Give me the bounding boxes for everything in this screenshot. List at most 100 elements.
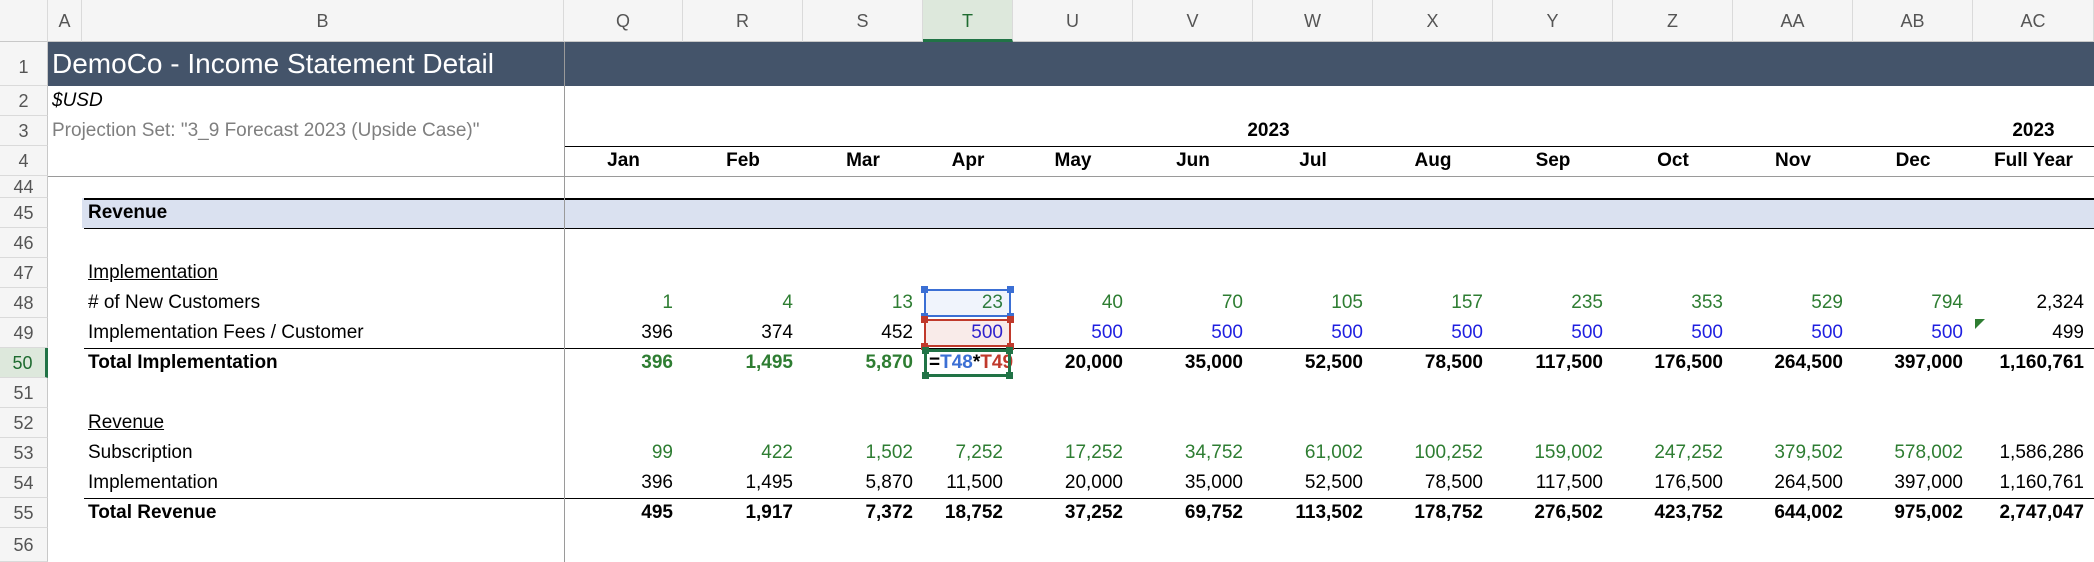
row-label-49[interactable]: Implementation Fees / Customer xyxy=(88,322,364,343)
full-year-year-header[interactable]: 2023 xyxy=(2012,120,2055,141)
value-AA48[interactable]: 529 xyxy=(1811,292,1843,313)
month-header-jul[interactable]: Jul xyxy=(1299,150,1327,171)
value-AB55[interactable]: 975,002 xyxy=(1894,502,1963,523)
value-V50[interactable]: 35,000 xyxy=(1184,352,1243,373)
value-T55[interactable]: 18,752 xyxy=(944,502,1003,523)
row-header-2[interactable]: 2 xyxy=(0,86,48,116)
value-U54[interactable]: 20,000 xyxy=(1064,472,1123,493)
row-label-50[interactable]: Total Implementation xyxy=(88,352,278,373)
value-S50[interactable]: 5,870 xyxy=(865,352,913,373)
report-title[interactable]: DemoCo - Income Statement Detail xyxy=(52,48,494,79)
month-header-nov[interactable]: Nov xyxy=(1775,150,1811,171)
month-header-dec[interactable]: Dec xyxy=(1895,150,1931,171)
value-AA49[interactable]: 500 xyxy=(1811,322,1843,343)
value-R54[interactable]: 1,495 xyxy=(745,472,793,493)
row-header-48[interactable]: 48 xyxy=(0,288,48,318)
value-Q53[interactable]: 99 xyxy=(651,442,673,463)
value-Z53[interactable]: 247,252 xyxy=(1654,442,1723,463)
value-AB53[interactable]: 578,002 xyxy=(1894,442,1963,463)
projection-set-label[interactable]: Projection Set: "3_9 Forecast 2023 (Upsi… xyxy=(52,120,480,141)
value-S49[interactable]: 452 xyxy=(881,322,913,343)
row-header-51[interactable]: 51 xyxy=(0,378,48,408)
value-X50[interactable]: 78,500 xyxy=(1424,352,1483,373)
row-header-4[interactable]: 4 xyxy=(0,146,48,176)
column-header-v[interactable]: V xyxy=(1133,0,1253,42)
full-year-header[interactable]: Full Year xyxy=(1994,150,2073,171)
value-W49[interactable]: 500 xyxy=(1331,322,1363,343)
row-header-46[interactable]: 46 xyxy=(0,228,48,258)
row-header-44[interactable]: 44 xyxy=(0,176,48,198)
value-S54[interactable]: 5,870 xyxy=(865,472,913,493)
month-header-mar[interactable]: Mar xyxy=(846,150,880,171)
value-V55[interactable]: 69,752 xyxy=(1184,502,1243,523)
row-label-54[interactable]: Implementation xyxy=(88,472,218,493)
column-header-ab[interactable]: AB xyxy=(1853,0,1973,42)
row-label-53[interactable]: Subscription xyxy=(88,442,193,463)
month-header-may[interactable]: May xyxy=(1054,150,1092,171)
row-header-53[interactable]: 53 xyxy=(0,438,48,468)
row-header-49[interactable]: 49 xyxy=(0,318,48,348)
value-U55[interactable]: 37,252 xyxy=(1064,502,1123,523)
value-Z54[interactable]: 176,500 xyxy=(1654,472,1723,493)
cell-warning-triangle[interactable] xyxy=(1975,319,1985,329)
value-Y49[interactable]: 500 xyxy=(1571,322,1603,343)
month-header-sep[interactable]: Sep xyxy=(1535,150,1571,171)
month-header-jun[interactable]: Jun xyxy=(1176,150,1210,171)
value-AB49[interactable]: 500 xyxy=(1931,322,1963,343)
row-label-48[interactable]: # of New Customers xyxy=(88,292,261,313)
value-Y50[interactable]: 117,500 xyxy=(1535,352,1603,373)
value-S48[interactable]: 13 xyxy=(891,292,913,313)
value-R55[interactable]: 1,917 xyxy=(745,502,793,523)
row-header-45[interactable]: 45 xyxy=(0,198,48,228)
value-W50[interactable]: 52,500 xyxy=(1304,352,1363,373)
month-header-feb[interactable]: Feb xyxy=(726,150,760,171)
value-AA53[interactable]: 379,502 xyxy=(1774,442,1843,463)
value-V54[interactable]: 35,000 xyxy=(1184,472,1243,493)
revenue-subheader[interactable]: Revenue xyxy=(88,412,165,433)
value-Q48[interactable]: 1 xyxy=(662,292,673,313)
implementation-subheader[interactable]: Implementation xyxy=(88,262,218,283)
value-AB54[interactable]: 397,000 xyxy=(1894,472,1963,493)
column-header-a[interactable]: A xyxy=(48,0,82,42)
row-header-50[interactable]: 50 xyxy=(0,348,48,378)
value-Y48[interactable]: 235 xyxy=(1571,292,1603,313)
value-U50[interactable]: 20,000 xyxy=(1064,352,1123,373)
column-header-r[interactable]: R xyxy=(683,0,803,42)
row-header-54[interactable]: 54 xyxy=(0,468,48,498)
value-Q50[interactable]: 396 xyxy=(641,352,673,373)
value-X53[interactable]: 100,252 xyxy=(1414,442,1483,463)
row-header-3[interactable]: 3 xyxy=(0,116,48,146)
value-Z50[interactable]: 176,500 xyxy=(1654,352,1723,373)
value-T53[interactable]: 7,252 xyxy=(955,442,1003,463)
value-U48[interactable]: 40 xyxy=(1101,292,1123,313)
column-header-z[interactable]: Z xyxy=(1613,0,1733,42)
value-W48[interactable]: 105 xyxy=(1331,292,1363,313)
value-U53[interactable]: 17,252 xyxy=(1064,442,1123,463)
value-AA55[interactable]: 644,002 xyxy=(1774,502,1843,523)
column-header-w[interactable]: W xyxy=(1253,0,1373,42)
value-Z49[interactable]: 500 xyxy=(1691,322,1723,343)
value-R49[interactable]: 374 xyxy=(761,322,793,343)
full-year-value-54[interactable]: 1,160,761 xyxy=(1999,472,2084,493)
value-AA54[interactable]: 264,500 xyxy=(1774,472,1843,493)
full-year-value-48[interactable]: 2,324 xyxy=(2036,292,2084,313)
value-X49[interactable]: 500 xyxy=(1451,322,1483,343)
row-header-52[interactable]: 52 xyxy=(0,408,48,438)
value-U49[interactable]: 500 xyxy=(1091,322,1123,343)
row-header-1[interactable]: 1 xyxy=(0,42,48,86)
column-header-aa[interactable]: AA xyxy=(1733,0,1853,42)
value-T54[interactable]: 11,500 xyxy=(946,472,1003,493)
column-header-y[interactable]: Y xyxy=(1493,0,1613,42)
month-header-oct[interactable]: Oct xyxy=(1657,150,1689,171)
full-year-value-53[interactable]: 1,586,286 xyxy=(1999,442,2084,463)
month-header-jan[interactable]: Jan xyxy=(607,150,640,171)
value-V49[interactable]: 500 xyxy=(1211,322,1243,343)
formula-edit-cell[interactable]: =T48*T49 xyxy=(923,348,1013,378)
value-Q49[interactable]: 396 xyxy=(641,322,673,343)
value-R53[interactable]: 422 xyxy=(761,442,793,463)
row-header-55[interactable]: 55 xyxy=(0,498,48,528)
value-T48[interactable]: 23 xyxy=(981,292,1003,313)
full-year-value-55[interactable]: 2,747,047 xyxy=(1999,502,2084,523)
value-Y54[interactable]: 117,500 xyxy=(1535,472,1603,493)
value-X54[interactable]: 78,500 xyxy=(1424,472,1483,493)
